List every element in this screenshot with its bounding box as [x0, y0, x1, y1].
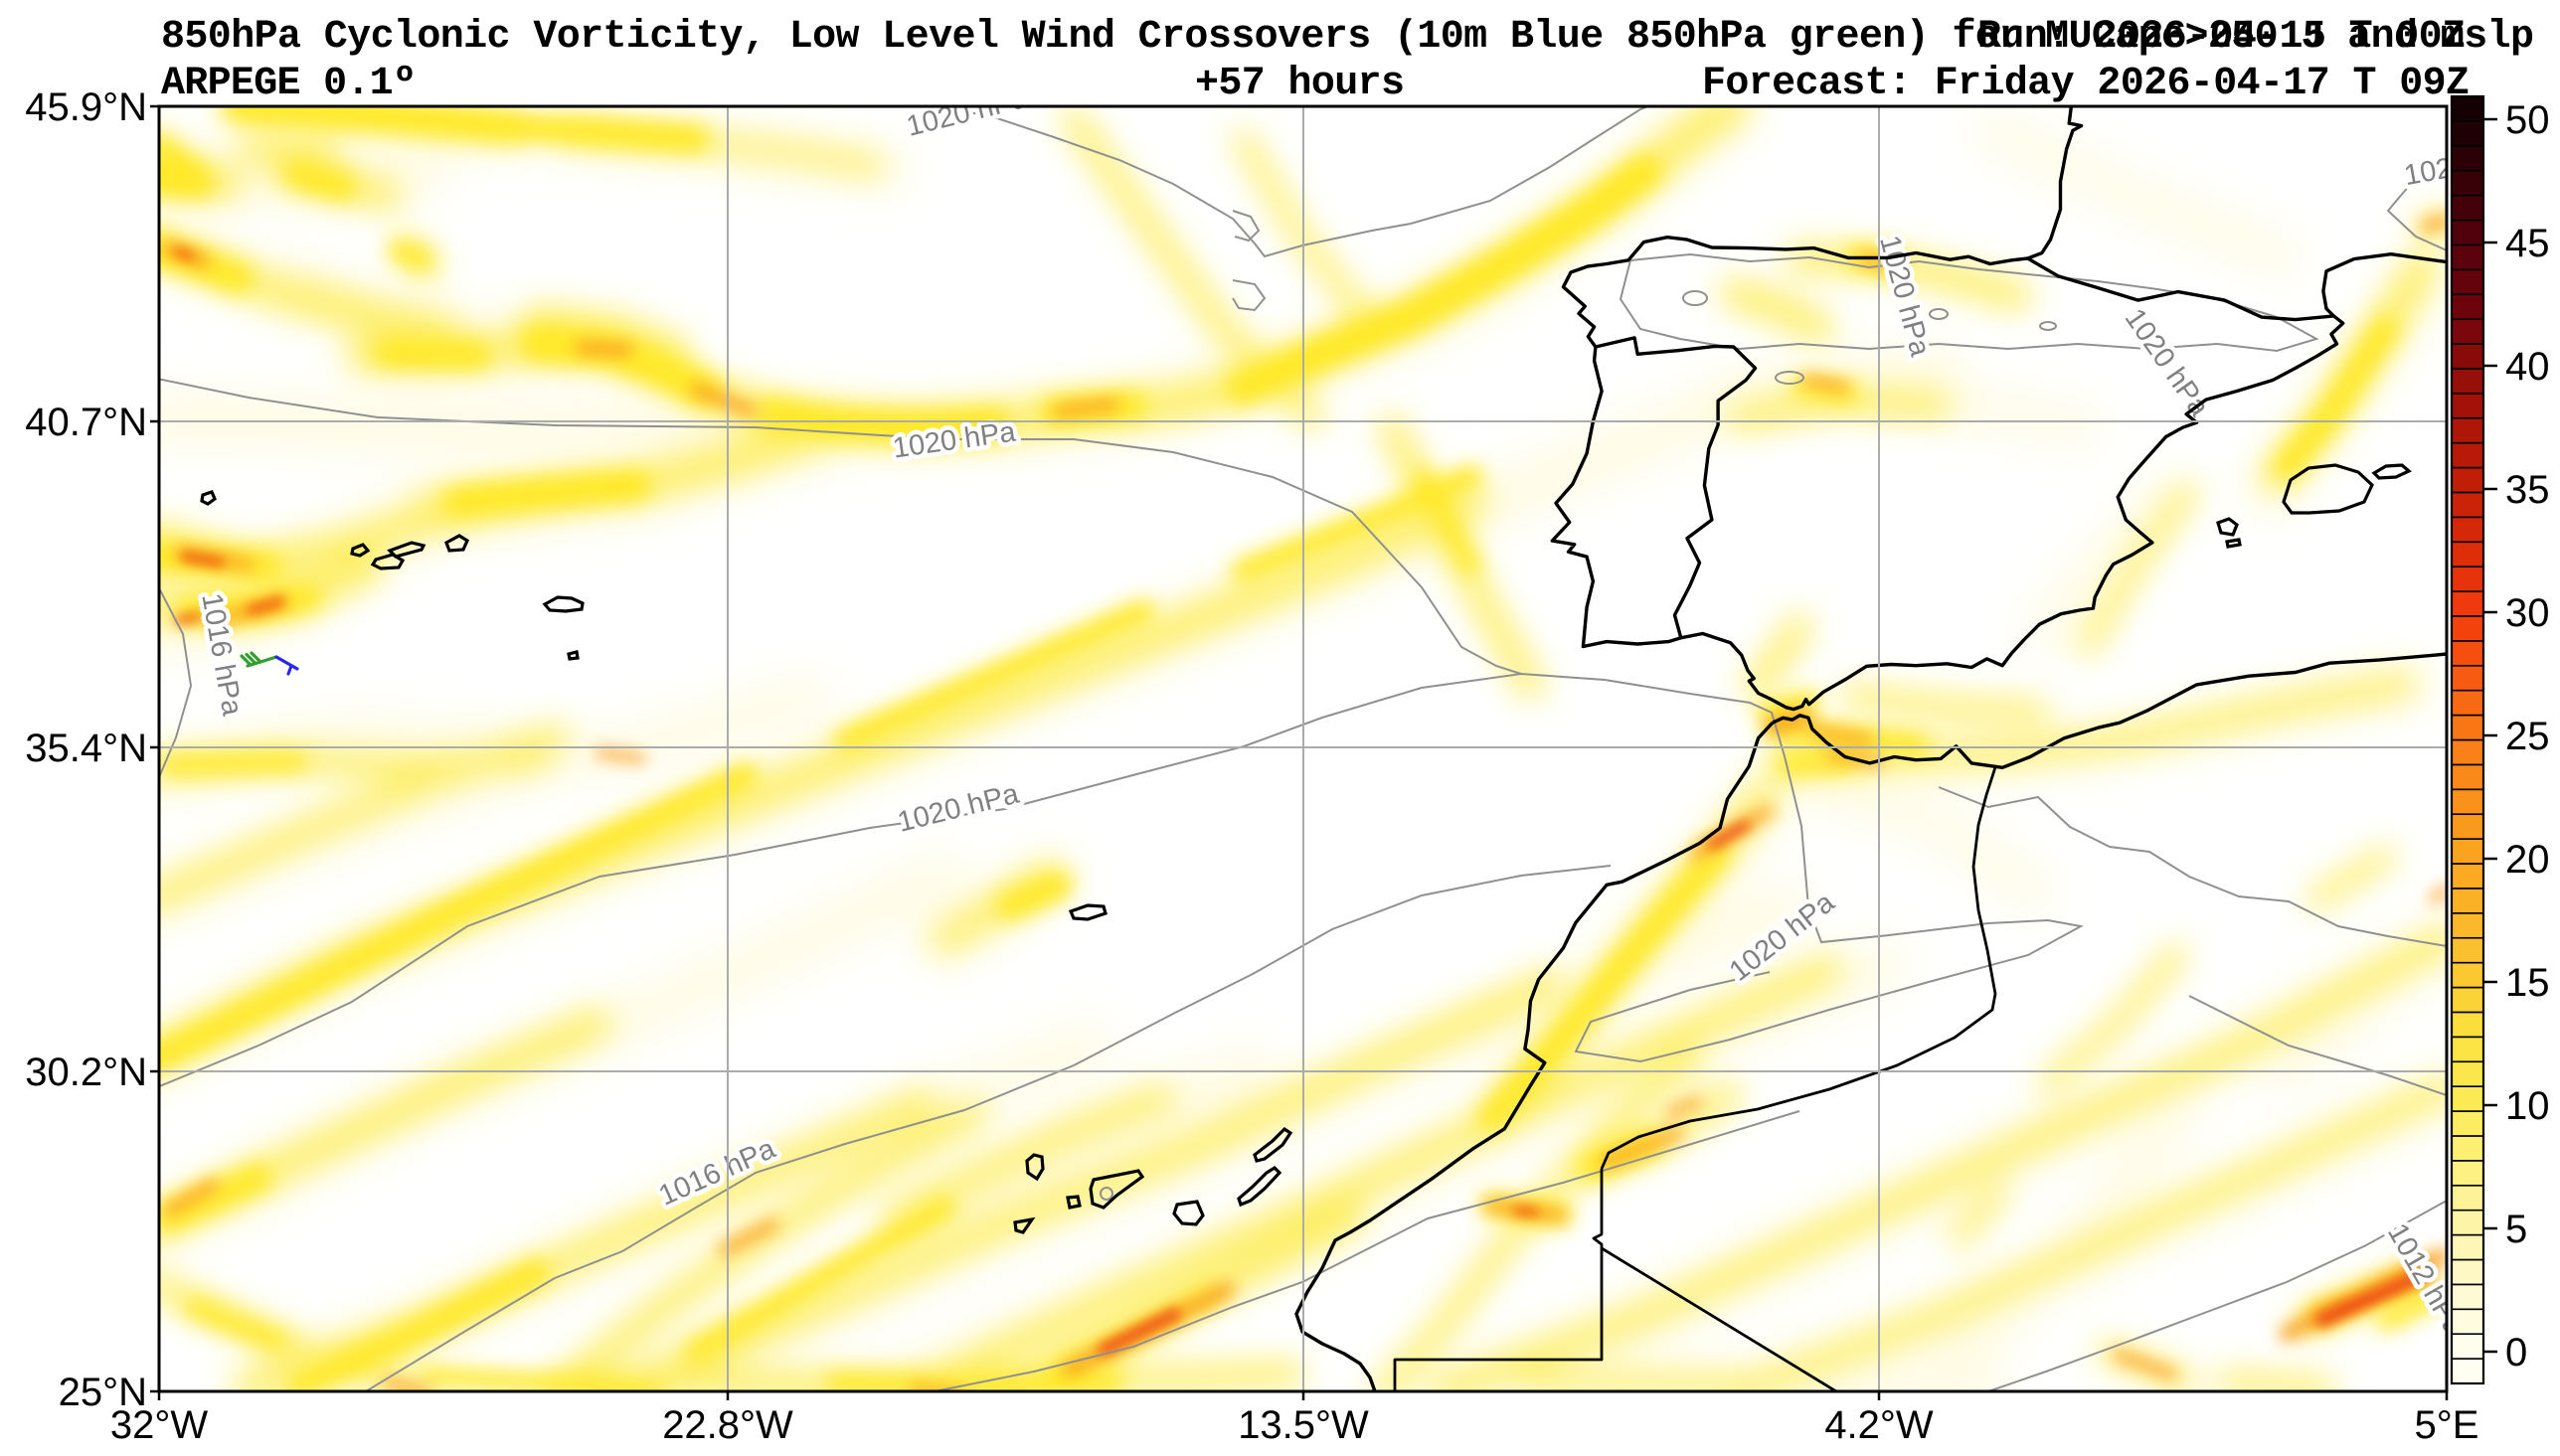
svg-text:25°N: 25°N: [59, 1371, 147, 1414]
svg-text:Run: 2026-04-15 T 00Z: Run: 2026-04-15 T 00Z: [1977, 15, 2466, 60]
svg-text:35: 35: [2505, 468, 2550, 512]
svg-text:25: 25: [2505, 715, 2550, 758]
svg-text:4.2°W: 4.2°W: [1824, 1403, 1934, 1447]
svg-text:+57 hours: +57 hours: [1195, 62, 1405, 106]
svg-text:22.8°W: 22.8°W: [662, 1403, 793, 1447]
svg-text:5°E: 5°E: [2415, 1403, 2479, 1447]
svg-text:20: 20: [2505, 838, 2550, 882]
svg-text:50: 50: [2505, 98, 2550, 142]
svg-text:850hPa Cyclonic Vorticity, Low: 850hPa Cyclonic Vorticity, Low Level Win…: [161, 15, 2534, 60]
svg-text:15: 15: [2505, 961, 2550, 1005]
svg-text:32°W: 32°W: [110, 1403, 208, 1447]
svg-text:ARPEGE 0.1º: ARPEGE 0.1º: [161, 62, 417, 106]
svg-text:35.4°N: 35.4°N: [25, 727, 147, 770]
svg-text:45: 45: [2505, 222, 2550, 265]
svg-text:10: 10: [2505, 1084, 2550, 1128]
svg-text:5: 5: [2505, 1208, 2527, 1251]
svg-text:0: 0: [2505, 1331, 2527, 1375]
svg-text:30.2°N: 30.2°N: [25, 1051, 147, 1094]
svg-text:13.5°W: 13.5°W: [1238, 1403, 1369, 1447]
svg-text:30: 30: [2505, 591, 2550, 635]
svg-text:45.9°N: 45.9°N: [25, 85, 147, 129]
svg-text:40: 40: [2505, 345, 2550, 389]
svg-text:40.7°N: 40.7°N: [25, 401, 147, 444]
svg-text:Forecast: Friday 2026-04-17 T: Forecast: Friday 2026-04-17 T 09Z: [1702, 62, 2470, 106]
